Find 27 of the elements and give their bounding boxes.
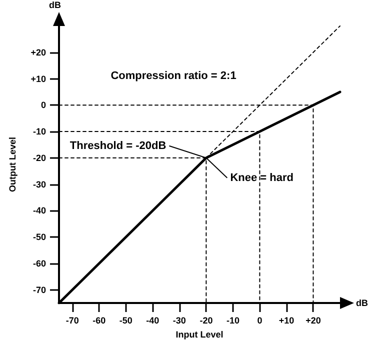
x-tick-label: 0	[257, 316, 262, 326]
y-axis-title: Output Level	[8, 136, 18, 192]
y-tick-label: -70	[32, 284, 46, 295]
x-tick-label: +20	[306, 316, 321, 326]
annotation: Compression ratio = 2:1	[110, 70, 236, 82]
x-tick-label: +10	[278, 316, 294, 326]
y-tick-label: -30	[32, 179, 46, 190]
y-tick-label: -20	[32, 152, 46, 163]
x-tick-label: -10	[226, 316, 240, 326]
x-tick-label: -70	[66, 316, 79, 326]
y-tick-label: -40	[32, 206, 46, 216]
y-tick-label: -50	[32, 232, 46, 242]
annotation: Knee = hard	[230, 172, 294, 184]
x-axis-title: Input Level	[176, 329, 224, 340]
y-tick-label: 0	[40, 100, 46, 110]
x-tick-label: -40	[146, 316, 160, 326]
annotation: Threshold = -20dB	[70, 140, 166, 152]
y-tick-label: +10	[30, 74, 46, 84]
y-tick-label: +20	[30, 47, 46, 58]
x-tick-label: -20	[200, 316, 213, 326]
text: dB	[356, 298, 368, 308]
y-tick-label: -10	[32, 126, 46, 137]
y-tick-label: -60	[32, 258, 46, 268]
x-tick-label: -30	[172, 316, 186, 326]
x-tick-label: -50	[119, 316, 132, 326]
x-tick-label: -60	[92, 316, 106, 326]
text: dB	[49, 0, 62, 10]
